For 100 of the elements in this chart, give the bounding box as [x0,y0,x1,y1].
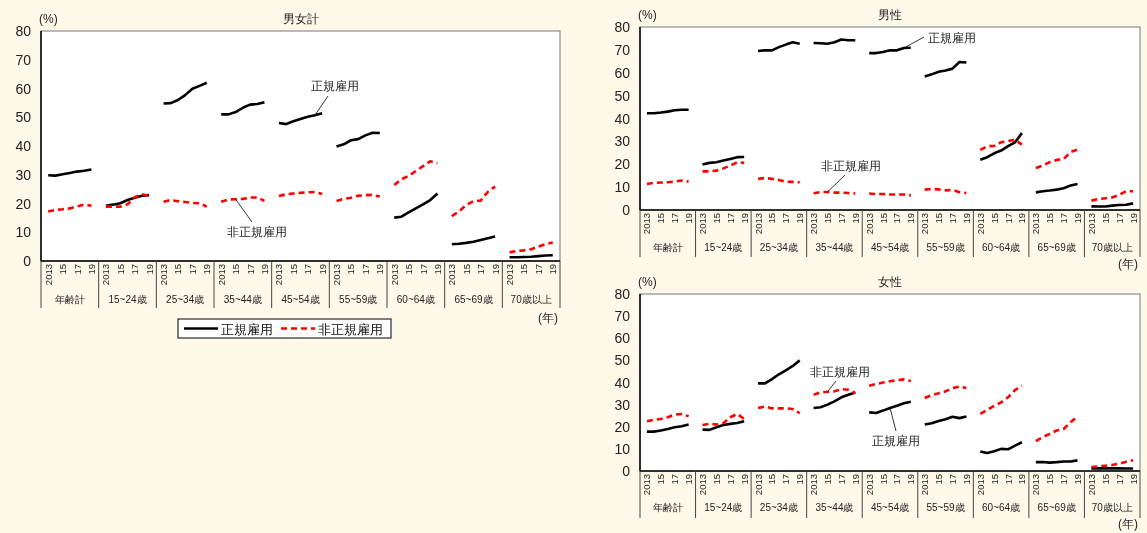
x-tick-label: 15 [460,264,472,275]
y-tick-label: 30 [614,133,631,150]
text: 55~59歳 [339,294,378,305]
x-tick-label: 15 [766,213,778,224]
y-tick-label: 50 [614,87,631,104]
text: 60~64歳 [982,502,1021,513]
x-tick-label: 15 [822,213,833,224]
x-tick-label: 2013 [641,474,653,496]
x-tick-label: 15 [710,474,722,485]
y-tick-label: 20 [614,156,631,173]
x-axis-title: (年) [1118,517,1138,531]
x-tick-label: 2013 [273,264,285,286]
x-tick-label: 2013 [974,474,986,496]
x-tick-label: 2013 [974,213,986,235]
text: 70歳以上 [1091,502,1133,513]
text: 15~24歳 [704,502,743,513]
y-axis-title: (%) [638,275,657,289]
x-tick-label: 2013 [1030,474,1042,496]
text: 25~34歳 [759,242,798,253]
text: 45~54歳 [870,242,910,253]
x-tick-label: 2013 [919,213,931,235]
x-tick-label: 2013 [388,264,400,286]
x-tick-label: 15 [933,213,945,224]
x-tick-label: 15 [877,474,889,485]
x-tick-label: 19 [738,213,750,224]
y-tick-label: 60 [614,330,631,347]
x-tick-label: 2013 [215,264,227,286]
x-tick-label: 19 [849,474,861,485]
x-tick-label: 15 [403,264,415,275]
x-tick-label: 19 [1016,474,1028,485]
legend-label: 正規雇用 [928,31,976,45]
x-tick-label: 19 [1016,213,1028,224]
x-tick-label: 17 [1113,474,1125,485]
text: 25~34歳 [759,502,798,513]
x-tick-label: 17 [1058,213,1070,224]
x-tick-label: 15 [1099,474,1111,485]
y-tick-label: 50 [15,109,32,126]
x-tick-label: 17 [302,264,314,275]
y-tick-label: 40 [15,138,32,154]
y-tick-label: 0 [23,253,32,269]
y-tick-label: 40 [614,110,631,127]
series-label: 非正規雇用 [821,159,881,173]
text: 65~69歳 [1037,502,1076,513]
y-tick-label: 60 [614,64,631,81]
x-tick-label: 2013 [808,213,820,235]
legend-label: 正規雇用 [872,434,920,448]
text: 25~34歳 [166,294,205,305]
x-tick-label: 15 [988,213,1000,224]
x-tick-label: 15 [655,474,667,485]
x-tick-label: 19 [1127,213,1139,224]
x-tick-label: 15 [1044,474,1056,485]
y-tick-label: 10 [614,440,631,457]
x-tick-label: 17 [780,474,792,485]
y-axis-title: (%) [638,8,657,22]
y-tick-label: 20 [614,418,631,435]
text: 60~64歳 [396,294,435,305]
x-tick-label: 2013 [331,264,343,286]
x-tick-label: 15 [114,264,126,275]
x-tick-label: 19 [738,474,750,485]
y-tick-label: 70 [614,41,631,58]
x-tick-label: 2013 [697,474,708,496]
x-tick-label: 17 [669,474,681,485]
x-tick-label: 15 [933,474,945,485]
x-tick-label: 17 [186,264,198,275]
text: 35~44歳 [223,294,262,305]
x-tick-label: 19 [960,474,972,485]
y-tick-label: 80 [614,286,631,302]
x-tick-label: 15 [766,474,778,485]
legend-label: 非正規雇用 [318,321,383,337]
x-tick-label: 15 [230,264,242,275]
x-tick-label: 15 [877,213,889,224]
text: 65~69歳 [454,294,493,305]
text: 45~54歳 [281,294,320,305]
x-tick-label: 2013 [158,264,170,286]
x-tick-label: 19 [143,264,155,275]
x-tick-label: 15 [1044,213,1056,224]
text: 35~44歳 [815,242,854,253]
text: 年齢計 [54,294,85,305]
y-tick-label: 40 [614,374,631,391]
text: 正規雇用 [311,79,359,93]
x-tick-label: 19 [1127,474,1139,485]
x-tick-label: 2013 [752,474,764,496]
x-tick-label: 19 [1072,474,1083,485]
x-tick-label: 19 [374,264,386,275]
text: 70歳以上 [1091,242,1133,253]
text: 年齢計 [652,242,683,253]
x-tick-label: 17 [780,213,792,224]
x-tick-label: 15 [518,264,530,275]
x-tick-label: 17 [1058,474,1070,485]
x-tick-label: 2013 [863,213,875,235]
x-tick-label: 2013 [752,213,764,235]
text: 45~54歳 [870,502,910,513]
x-tick-label: 17 [532,264,544,275]
x-tick-label: 2013 [1085,213,1097,235]
x-tick-label: 15 [822,474,833,485]
x-tick-label: 2013 [808,474,820,496]
x-tick-label: 17 [129,264,141,275]
x-tick-label: 19 [258,264,270,275]
x-tick-label: 15 [710,213,722,224]
x-tick-label: 15 [345,264,357,275]
